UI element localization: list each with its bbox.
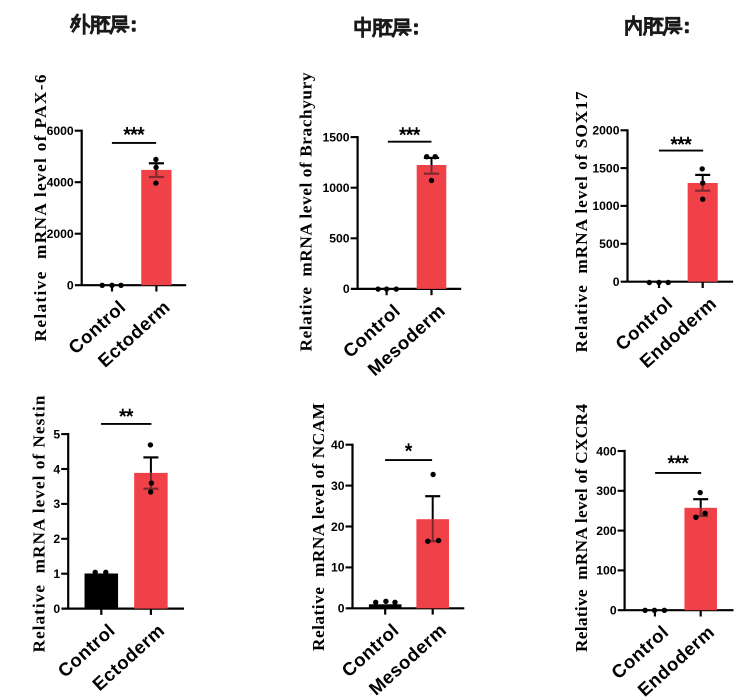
svg-text:1000: 1000 (592, 199, 619, 213)
svg-text:500: 500 (599, 237, 620, 251)
svg-text:0: 0 (610, 604, 617, 618)
svg-text:500: 500 (329, 232, 350, 246)
svg-text:5: 5 (53, 427, 60, 441)
svg-text:Relative mRNA level of CXCR4: Relative mRNA level of CXCR4 (572, 404, 591, 652)
svg-text:0: 0 (338, 602, 345, 616)
svg-text:400: 400 (596, 444, 617, 458)
svg-text:0: 0 (343, 282, 350, 296)
svg-text:40: 40 (331, 438, 345, 452)
svg-text:0: 0 (67, 279, 74, 293)
svg-text:20: 20 (331, 520, 345, 534)
svg-text:4000: 4000 (47, 176, 74, 190)
svg-text:Relative mRNA level of NCAM: Relative mRNA level of NCAM (309, 403, 328, 651)
svg-text:1000: 1000 (322, 181, 349, 195)
svg-text:2000: 2000 (592, 124, 619, 138)
svg-text:0: 0 (613, 275, 620, 289)
svg-text:30: 30 (331, 479, 345, 493)
svg-text:0: 0 (53, 602, 60, 616)
svg-text:3: 3 (53, 497, 60, 511)
svg-text:200: 200 (596, 524, 617, 538)
svg-text:Relative mRNA level of PAX-6: Relative mRNA level of PAX-6 (31, 74, 50, 341)
svg-text:6000: 6000 (47, 124, 74, 138)
svg-text:Relative mRNA level of Nestin: Relative mRNA level of Nestin (30, 395, 49, 652)
svg-text:100: 100 (596, 564, 617, 578)
svg-text:1500: 1500 (322, 130, 349, 144)
svg-text:10: 10 (331, 561, 345, 575)
svg-text:4: 4 (53, 462, 60, 476)
svg-text:Relative mRNA level of SOX17: Relative mRNA level of SOX17 (572, 91, 591, 352)
svg-text:Relative mRNA level of Brachy: Relative mRNA level of Brachyury (297, 72, 316, 351)
svg-text:2: 2 (53, 532, 60, 546)
svg-text:300: 300 (596, 484, 617, 498)
svg-text:2000: 2000 (47, 227, 74, 241)
svg-text:1: 1 (53, 567, 60, 581)
svg-text:1500: 1500 (592, 161, 619, 175)
